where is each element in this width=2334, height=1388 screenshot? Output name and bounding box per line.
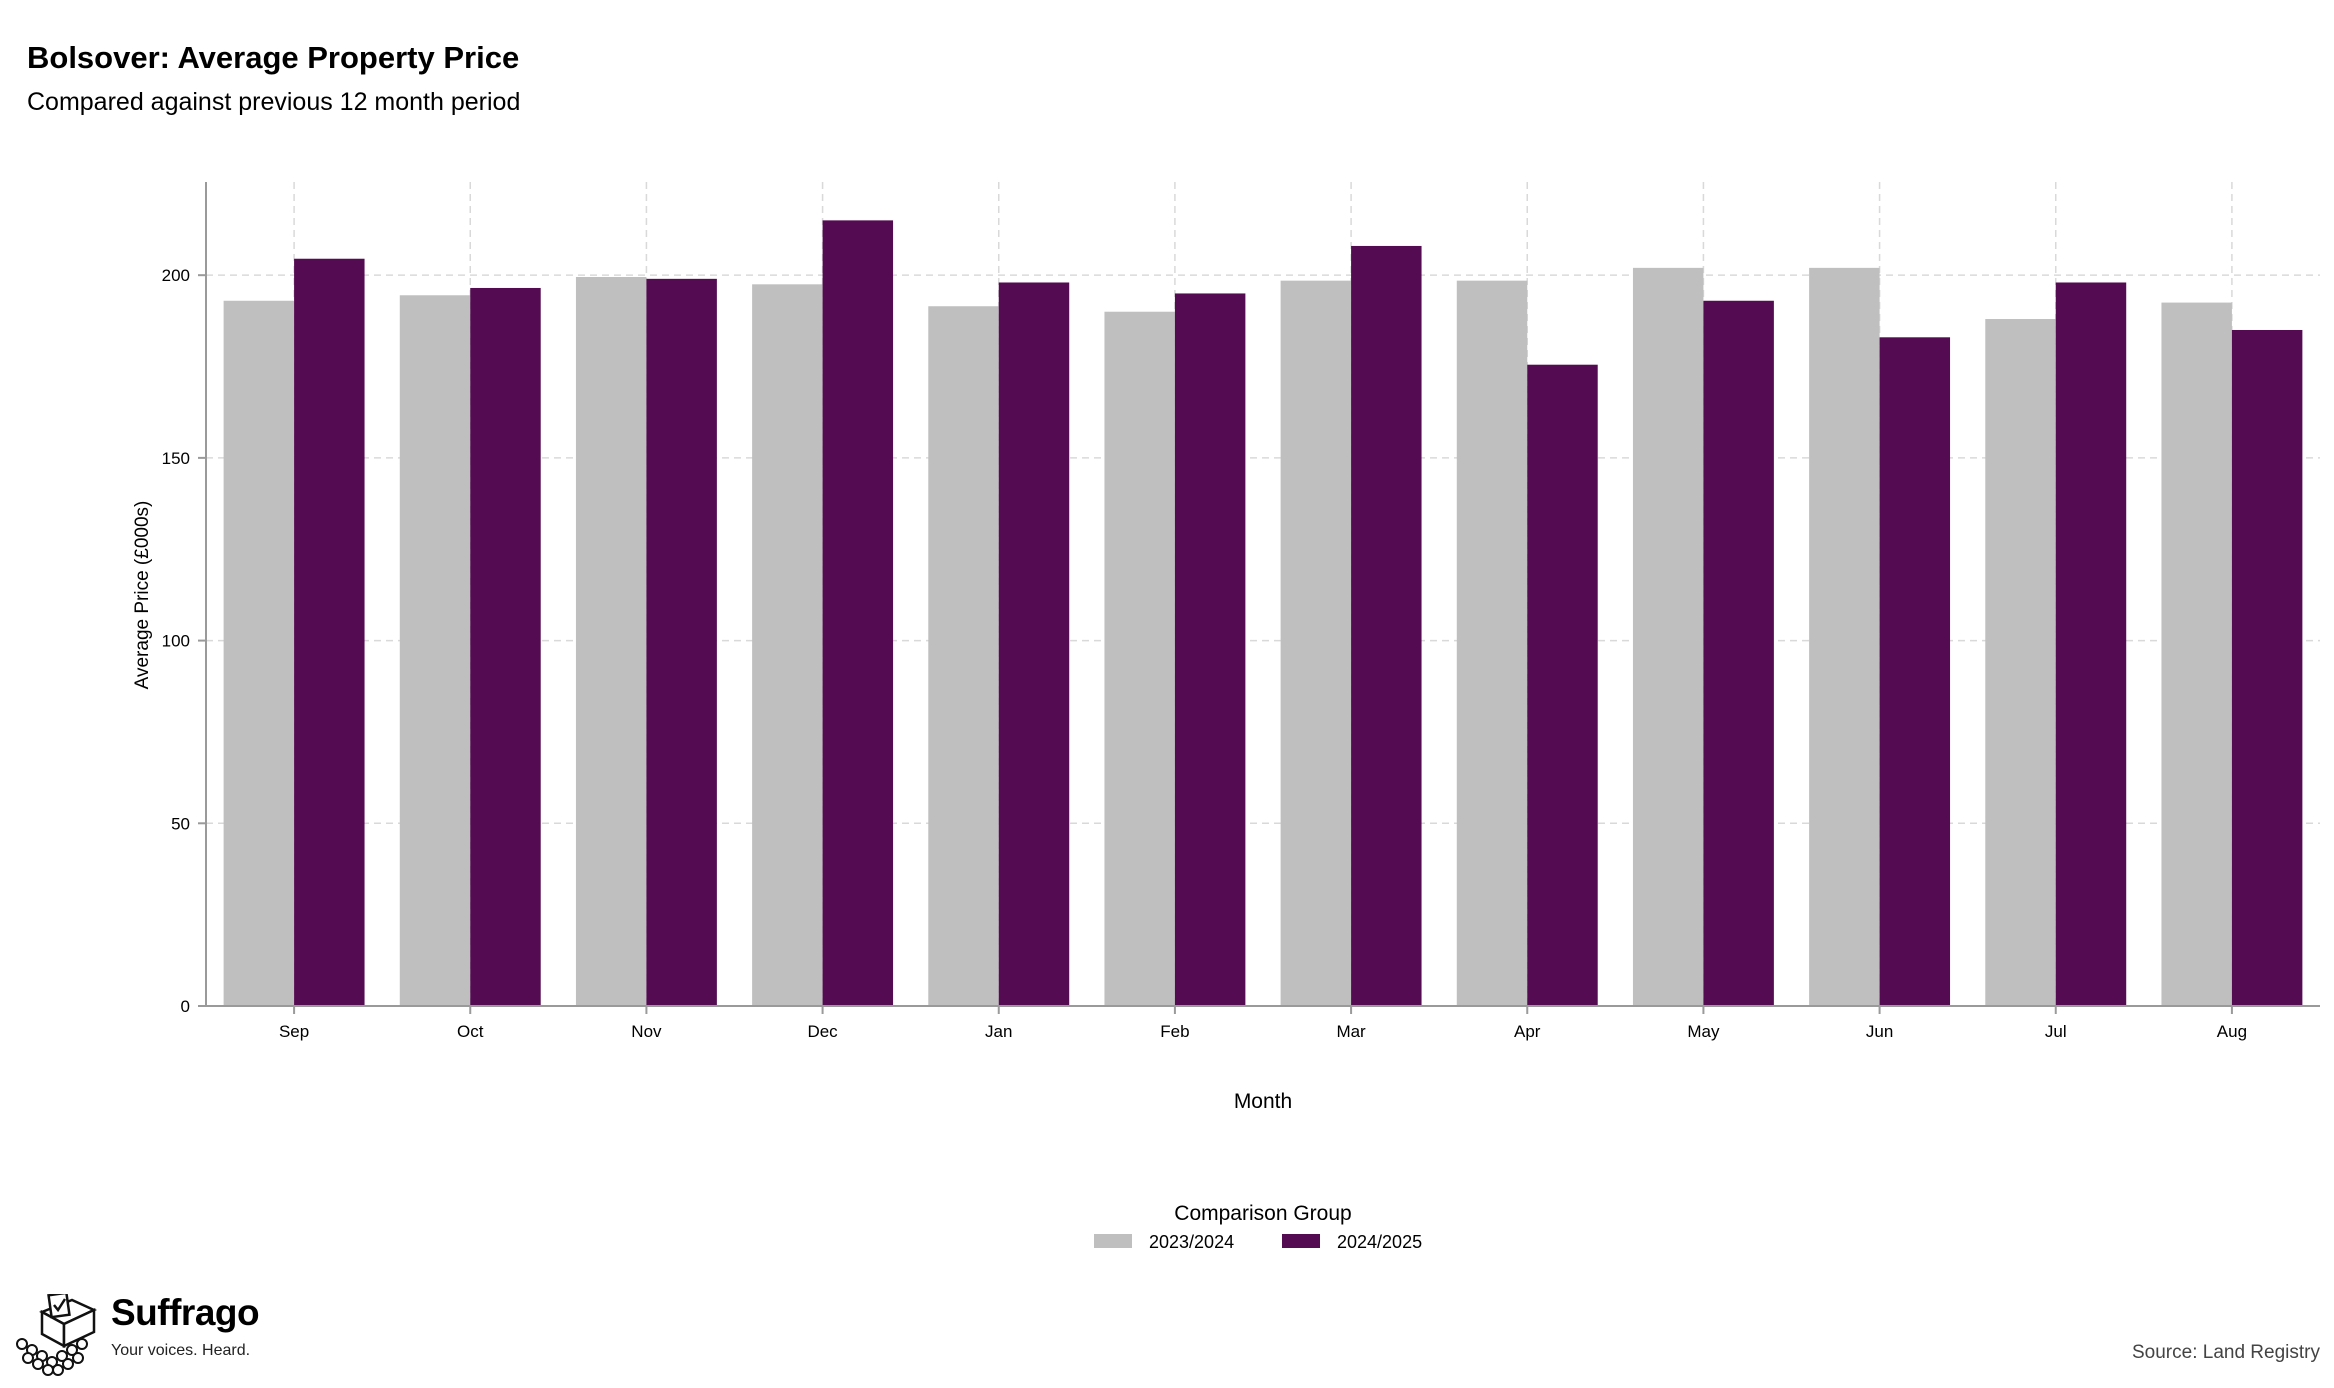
- bar-nov-2023-2024: [575, 277, 647, 1006]
- x-tick-label: Aug: [2217, 1022, 2247, 1041]
- bar-feb-2023-2024: [1104, 311, 1175, 1007]
- x-tick-label: Jun: [1866, 1022, 1893, 1041]
- x-tick-label: Sep: [279, 1022, 309, 1041]
- tick-labels: 0 50 100 150 200 Sep Oct Nov Dec Jan Feb Mar Apr May J…: [162, 266, 2247, 1041]
- x-tick-label: Feb: [1160, 1022, 1189, 1041]
- bar-jul-2024-2025: [2055, 282, 2127, 1006]
- bar-chart: 0 50 100 150 200 Sep Oct Nov Dec Jan Feb Mar Apr May J…: [132, 182, 2320, 1252]
- chart-subtitle: Compared against previous 12 month perio…: [27, 88, 521, 116]
- legend: Comparison Group 2023/2024 2024/2025: [1094, 1202, 1422, 1252]
- bar-mar-2023-2024: [1280, 280, 1352, 1006]
- bar-feb-2024-2025: [1174, 293, 1246, 1007]
- y-tick-label: 100: [162, 632, 190, 651]
- bar-aug-2023-2024: [2161, 302, 2232, 1007]
- y-tick-label: 200: [162, 266, 190, 285]
- legend-swatch-2023-2024: [1094, 1234, 1132, 1248]
- bar-dec-2024-2025: [822, 220, 894, 1007]
- ballot-box-icon: [16, 1294, 97, 1376]
- bar-sep-2023-2024: [223, 300, 295, 1006]
- axes: [198, 182, 2320, 1014]
- bars: [223, 220, 2303, 1007]
- y-tick-label: 0: [181, 997, 190, 1016]
- bar-may-2023-2024: [1632, 267, 1704, 1006]
- x-tick-label: Nov: [631, 1022, 662, 1041]
- brand-name: Suffrago: [111, 1292, 260, 1333]
- y-tick-label: 50: [171, 814, 190, 833]
- y-tick-label: 150: [162, 449, 190, 468]
- bar-oct-2024-2025: [470, 287, 541, 1006]
- chart-title: Bolsover: Average Property Price: [27, 40, 520, 75]
- brand-block: Suffrago Your voices. Heard.: [14, 1292, 274, 1382]
- bar-aug-2024-2025: [2231, 329, 2303, 1007]
- bar-oct-2023-2024: [399, 295, 471, 1006]
- x-tick-label: May: [1687, 1022, 1720, 1041]
- x-axis-label: Month: [1234, 1090, 1292, 1113]
- x-tick-label: Oct: [457, 1022, 484, 1041]
- legend-swatch-2024-2025: [1282, 1234, 1320, 1248]
- bar-may-2024-2025: [1703, 300, 1774, 1006]
- x-tick-label: Apr: [1514, 1022, 1541, 1041]
- x-tick-label: Jan: [985, 1022, 1012, 1041]
- source-note: Source: Land Registry: [2132, 1342, 2320, 1363]
- x-tick-label: Mar: [1336, 1022, 1366, 1041]
- legend-title: Comparison Group: [1174, 1202, 1351, 1225]
- x-tick-label: Jul: [2045, 1022, 2067, 1041]
- bar-jul-2023-2024: [1985, 319, 2056, 1007]
- x-tick-label: Dec: [807, 1022, 838, 1041]
- legend-label-2024-2025: 2024/2025: [1337, 1232, 1422, 1252]
- y-axis-label: Average Price (£000s): [132, 501, 153, 690]
- bar-jan-2024-2025: [998, 282, 1070, 1006]
- bar-apr-2023-2024: [1456, 280, 1528, 1006]
- bar-jun-2023-2024: [1809, 267, 1880, 1006]
- legend-label-2023-2024: 2023/2024: [1149, 1232, 1234, 1252]
- bar-nov-2024-2025: [646, 278, 717, 1006]
- bar-jun-2024-2025: [1879, 337, 1951, 1007]
- bar-dec-2023-2024: [752, 284, 823, 1007]
- bar-mar-2024-2025: [1351, 245, 1422, 1006]
- brand-tagline: Your voices. Heard.: [111, 1342, 251, 1359]
- bar-jan-2023-2024: [928, 306, 999, 1006]
- bar-apr-2024-2025: [1527, 364, 1598, 1007]
- bar-sep-2024-2025: [294, 258, 365, 1006]
